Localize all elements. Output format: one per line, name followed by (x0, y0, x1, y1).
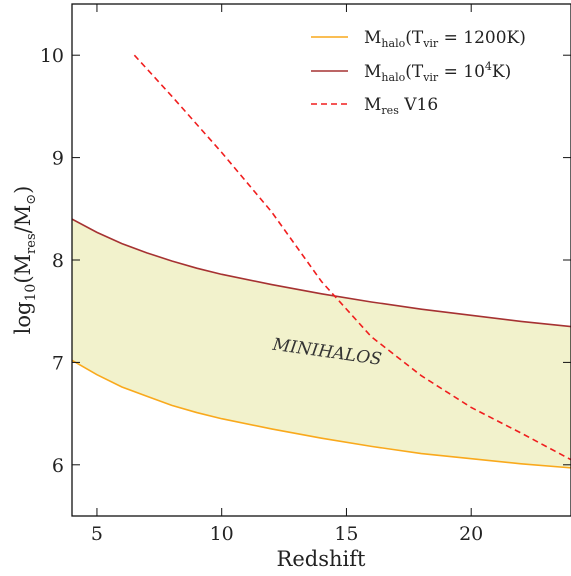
y-axis-ticks: 6 7 8 9 10 (40, 45, 571, 477)
legend-1-m: M (364, 62, 381, 82)
y-tick-label: 6 (52, 455, 64, 477)
legend-2-m: M (364, 95, 381, 115)
legend-0-sub2: vir (422, 37, 439, 50)
legend: Mhalo(Tvir = 1200K) Mhalo(Tvir = 104K) M… (311, 28, 526, 117)
legend-1-rest1: (T (405, 62, 424, 82)
y-label-sub-sun: ⊙ (24, 194, 39, 205)
y-tick-label: 8 (52, 250, 64, 272)
legend-label-tvir-1200k: Mhalo(Tvir = 1200K) (364, 28, 526, 50)
mres-v16-line (133, 54, 571, 461)
minihalo-band (72, 219, 571, 468)
series-layer (72, 54, 571, 469)
halo-line-1200k (72, 359, 571, 469)
legend-2-sub: res (381, 104, 399, 117)
y-tick-label: 7 (52, 352, 64, 374)
x-tick-label: 15 (334, 523, 358, 545)
y-axis-label: log10(Mres/M⊙) (11, 186, 39, 335)
legend-1-sup: 4 (485, 60, 492, 73)
legend-0-sub: halo (381, 37, 405, 50)
y-tick-label: 9 (52, 148, 64, 170)
minihalo-band-layer (72, 219, 571, 468)
legend-0-m: M (364, 28, 381, 48)
x-tick-label: 10 (210, 523, 234, 545)
y-label-mid: /M (11, 205, 35, 234)
halo-line-1e4k (72, 218, 571, 328)
x-tick-label: 5 (91, 523, 103, 545)
legend-0-rest2: = 1200K) (438, 28, 526, 48)
y-label-log: log (11, 302, 35, 335)
y-tick-label: 10 (40, 45, 64, 67)
y-label-sub-10: 10 (23, 284, 39, 302)
y-label-open: (M (11, 254, 35, 284)
y-label-sub-res: res (24, 233, 39, 254)
x-axis-label: Redshift (277, 547, 366, 571)
legend-1-rest3: K) (492, 62, 511, 82)
y-label-close: ) (11, 186, 35, 194)
x-axis-ticks: 5 10 15 20 (91, 4, 483, 545)
legend-label-mres-v16: Mres V16 (364, 95, 438, 117)
legend-1-rest2: = 10 (438, 62, 485, 82)
legend-2-rest1: V16 (399, 95, 438, 115)
legend-1-sub2: vir (422, 71, 439, 84)
legend-1-sub: halo (381, 71, 405, 84)
legend-0-rest1: (T (405, 28, 424, 48)
legend-label-tvir-1e4k: Mhalo(Tvir = 104K) (364, 60, 511, 84)
x-tick-label: 20 (459, 523, 483, 545)
